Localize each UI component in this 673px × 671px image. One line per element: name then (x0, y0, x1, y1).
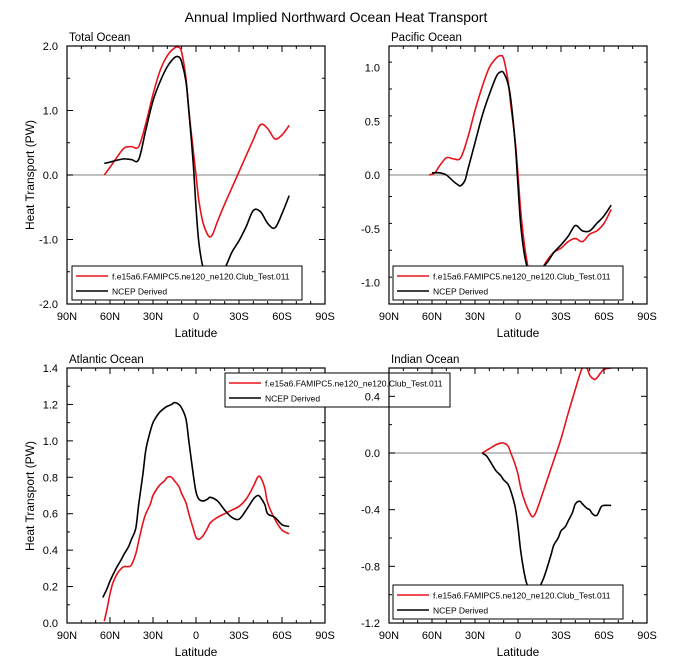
x-tick-label: 60S (272, 311, 292, 323)
y-tick-label: -0.4 (361, 505, 380, 517)
legend: f.e15a6.FAMIPC5.ne120_ne120.Club_Test.01… (392, 584, 624, 620)
chart-panel: 90N 60N 30N 0 30S 60S 90S 0.0 0.2 0.4 0.6 0.8 1.0 1.2… (23, 354, 335, 659)
x-tick-label: 60S (272, 630, 292, 642)
panel-title: Pacific Ocean (391, 32, 462, 44)
y-tick-label: 1.0 (43, 106, 58, 118)
x-tick-label: 30S (551, 630, 571, 642)
y-tick-label: 2.0 (43, 41, 58, 53)
legend: f.e15a6.FAMIPC5.ne120_ne120.Club_Test.01… (71, 265, 303, 301)
panel-title: Total Ocean (69, 32, 130, 44)
ncep-series-line (481, 452, 612, 603)
y-tick-label: -1.2 (361, 618, 380, 630)
model-series-line (428, 54, 612, 283)
x-tick-label: 90S (315, 311, 335, 323)
ncep-series-line (104, 55, 290, 284)
legend-label: f.e15a6.FAMIPC5.ne120_ne120.Club_Test.01… (112, 272, 290, 282)
x-tick-label: 0 (515, 630, 521, 642)
x-tick-label: 60N (100, 630, 120, 642)
y-tick-label: -1.0 (39, 235, 58, 247)
y-tick-label: 0.4 (43, 545, 58, 557)
y-tick-label: 0.0 (43, 170, 58, 182)
model-series-line (481, 368, 612, 518)
x-tick-label: 30S (229, 311, 249, 323)
ncep-series-line (431, 70, 612, 278)
x-tick-label: 90N (57, 311, 77, 323)
y-tick-label: -0.5 (361, 224, 380, 236)
legend-label: NCEP Derived (112, 287, 167, 297)
panel-title: Atlantic Ocean (69, 354, 144, 366)
y-tick-label: 0.0 (43, 618, 58, 630)
x-tick-label: 60N (422, 630, 442, 642)
y-axis-label: Heat Transport (PW) (23, 441, 37, 551)
legend-box (392, 584, 624, 620)
y-tick-label: 0.8 (43, 472, 58, 484)
legend-label: f.e15a6.FAMIPC5.ne120_ne120.Club_Test.01… (433, 591, 611, 601)
y-axis-label: Heat Transport (PW) (23, 120, 37, 230)
x-tick-label: 30N (143, 311, 163, 323)
y-tick-label: -0.8 (361, 561, 380, 573)
y-tick-label: 0.4 (365, 391, 380, 403)
legend: f.e15a6.FAMIPC5.ne120_ne120.Club_Test.01… (224, 372, 451, 408)
x-axis-label: Latitude (175, 326, 218, 340)
chart-panel: 90N 60N 30N 0 30S 60S 90S -1.2 -0.8 -0.4 0.0 0.4 Ind… (361, 354, 657, 659)
x-tick-label: 30S (551, 311, 571, 323)
legend-label: f.e15a6.FAMIPC5.ne120_ne120.Club_Test.01… (265, 379, 443, 389)
model-series-line (103, 46, 290, 238)
x-tick-label: 30N (143, 630, 163, 642)
x-tick-label: 90S (315, 630, 335, 642)
x-tick-label: 90S (637, 630, 657, 642)
x-tick-label: 60N (422, 311, 442, 323)
ncep-series-line (102, 401, 290, 598)
x-axis-label: Latitude (175, 645, 218, 659)
model-series-line (103, 475, 290, 622)
y-tick-label: -2.0 (39, 299, 58, 311)
legend-label: NCEP Derived (433, 287, 488, 297)
x-tick-label: 0 (193, 630, 199, 642)
x-tick-label: 60N (100, 311, 120, 323)
y-tick-label: 0.6 (43, 509, 58, 521)
y-tick-label: 0.2 (43, 582, 58, 594)
y-tick-label: 0.0 (365, 170, 380, 182)
legend-box (71, 265, 303, 301)
x-tick-label: 30N (465, 311, 485, 323)
legend-label: f.e15a6.FAMIPC5.ne120_ne120.Club_Test.01… (433, 272, 611, 282)
x-tick-label: 0 (515, 311, 521, 323)
x-tick-label: 30N (465, 630, 485, 642)
chart-panel: 90N 60N 30N 0 30S 60S 90S -2.0 -1.0 0.0 1.0 2.0 Tota… (23, 32, 335, 340)
x-tick-label: 90N (379, 630, 399, 642)
y-tick-label: 0.5 (365, 116, 380, 128)
x-tick-label: 60S (594, 630, 614, 642)
y-tick-label: 1.0 (43, 436, 58, 448)
chart-panel: 90N 60N 30N 0 30S 60S 90S -1.0 -0.5 0.0 0.5 1.0 Paci… (361, 32, 657, 340)
x-axis-label: Latitude (497, 326, 540, 340)
x-tick-label: 90S (637, 311, 657, 323)
legend-box (392, 265, 624, 301)
x-tick-label: 90N (379, 311, 399, 323)
y-tick-label: 1.0 (365, 63, 380, 75)
y-tick-label: 0.0 (365, 448, 380, 460)
panel-title: Indian Ocean (391, 354, 459, 366)
legend: f.e15a6.FAMIPC5.ne120_ne120.Club_Test.01… (392, 265, 624, 301)
x-tick-label: 0 (193, 311, 199, 323)
y-tick-label: -1.0 (361, 278, 380, 290)
legend-label: NCEP Derived (433, 606, 488, 616)
figure-title: Annual Implied Northward Ocean Heat Tran… (185, 9, 488, 25)
y-tick-label: 1.4 (43, 363, 58, 375)
x-tick-label: 90N (57, 630, 77, 642)
x-tick-label: 60S (594, 311, 614, 323)
x-axis-label: Latitude (497, 645, 540, 659)
y-tick-label: 1.2 (43, 399, 58, 411)
legend-box (224, 372, 451, 408)
x-tick-label: 30S (229, 630, 249, 642)
legend-label: NCEP Derived (265, 394, 320, 404)
